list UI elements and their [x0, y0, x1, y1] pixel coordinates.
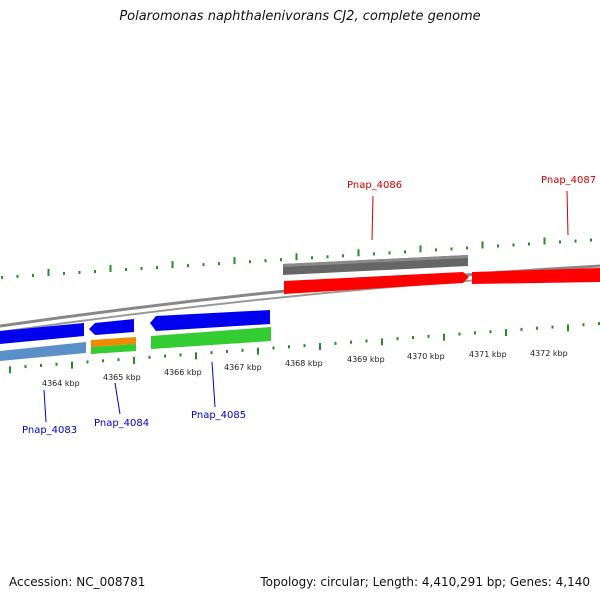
tick-label: 4367 kbp — [224, 363, 262, 372]
orange-feature — [91, 337, 136, 347]
callout-line — [211, 361, 216, 408]
map-title: Polaromonas naphthalenivorans CJ2, compl… — [119, 9, 481, 24]
callout-line — [371, 195, 374, 241]
callout-line — [43, 389, 47, 423]
gene-feature-pnap-4087 — [472, 268, 600, 284]
green-feature — [151, 327, 271, 349]
inner-tick-ring — [9, 322, 600, 374]
tick-label: 4364 kbp — [42, 379, 80, 388]
gray-feature-highlight — [283, 255, 468, 267]
tick-label: 4366 kbp — [164, 368, 202, 377]
gene-callouts: Pnap_4083 Pnap_4084 Pnap_4085 Pnap_4086 Pnap… — [22, 175, 596, 436]
tick-label: 4369 kbp — [347, 355, 385, 364]
gene-feature-pnap-4086 — [284, 272, 469, 294]
accession-text: Accession: NC_008781 — [9, 575, 146, 589]
gene-label: Pnap_4085 — [191, 410, 246, 421]
gene-label: Pnap_4087 — [541, 175, 596, 186]
tick-label: 4371 kbp — [469, 350, 507, 359]
gene-label: Pnap_4086 — [347, 180, 402, 191]
green-feature-small — [91, 344, 136, 354]
callout-line — [114, 382, 121, 415]
gene-label: Pnap_4084 — [94, 418, 149, 429]
tick-label: 4372 kbp — [530, 349, 568, 358]
tick-label: 4370 kbp — [407, 352, 445, 361]
tick-label: 4365 kbp — [103, 373, 141, 382]
gene-feature-pnap-4083 — [0, 323, 84, 344]
genome-stats-text: Topology: circular; Length: 4,410,291 bp… — [260, 575, 590, 589]
tick-label: 4368 kbp — [285, 359, 323, 368]
gene-feature-pnap-4084 — [89, 319, 134, 335]
steel-feature — [0, 342, 86, 361]
gene-label: Pnap_4083 — [22, 425, 77, 436]
outer-tick-ring — [1, 237, 592, 279]
callout-line — [566, 190, 569, 236]
tick-labels: 4364 kbp 4365 kbp 4366 kbp 4367 kbp 4368 kbp… — [42, 349, 568, 388]
gene-feature-pnap-4085 — [150, 310, 270, 331]
